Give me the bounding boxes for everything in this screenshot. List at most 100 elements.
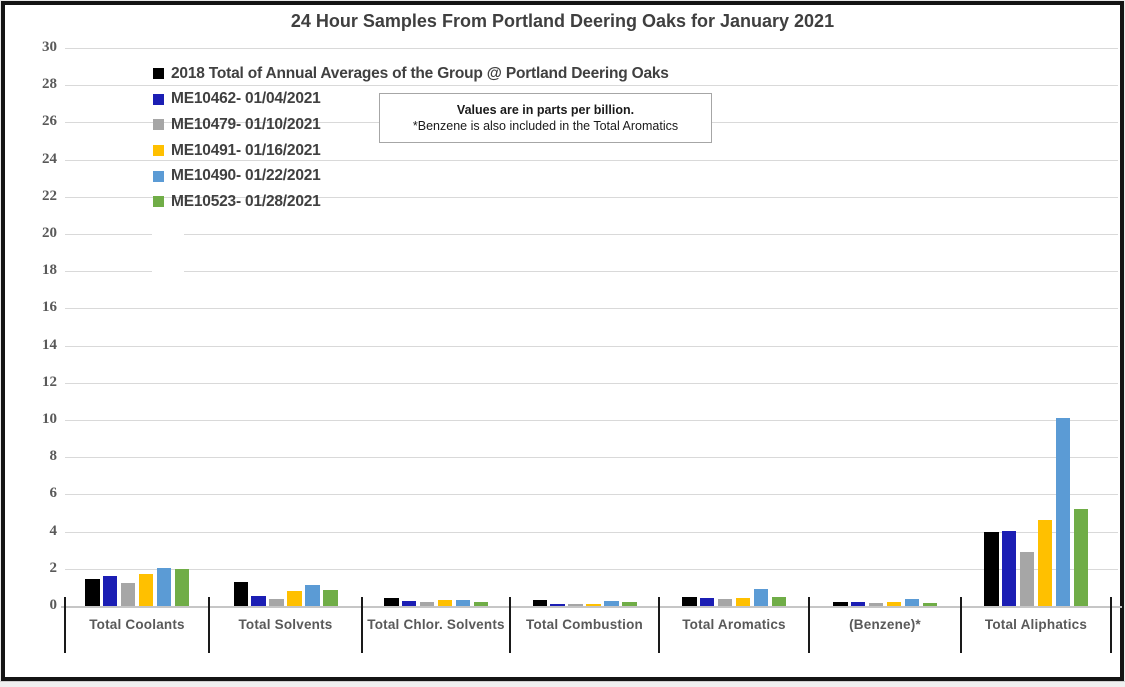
legend-swatch	[153, 145, 164, 157]
bar	[156, 567, 172, 606]
category-label: (Benzene)*	[849, 617, 921, 632]
x-axis-tick	[960, 597, 962, 653]
bar	[550, 604, 565, 606]
y-axis-tick-label: 24	[42, 150, 57, 167]
bar	[886, 602, 902, 606]
legend-swatch	[153, 93, 164, 105]
y-gridline	[65, 345, 1118, 347]
bar	[401, 601, 417, 606]
legend-label: 2018 Total of Annual Averages of the Gro…	[171, 64, 669, 82]
bar	[384, 597, 399, 606]
bar	[323, 590, 338, 606]
bar	[735, 597, 751, 606]
y-gridline	[65, 531, 1118, 533]
y-axis-tick-label: 6	[49, 485, 58, 502]
y-gridline	[65, 234, 1118, 235]
legend-label: ME10479- 01/10/2021	[171, 115, 321, 133]
bar	[1001, 530, 1017, 606]
x-axis-tick	[361, 597, 363, 653]
note-units-text: Values are in parts per billion.	[456, 103, 635, 117]
bar	[251, 595, 266, 606]
bar	[1055, 418, 1071, 606]
legend-swatch	[153, 196, 164, 208]
bar	[85, 579, 100, 606]
y-gridline	[65, 159, 1118, 161]
bar	[717, 599, 733, 606]
category-label: Total Solvents	[238, 617, 333, 632]
bar	[532, 600, 547, 606]
y-axis-tick-label: 14	[42, 336, 57, 353]
bar	[473, 601, 488, 606]
x-axis-tick	[808, 597, 810, 653]
legend-swatch	[153, 119, 164, 131]
bar	[1073, 509, 1088, 606]
legend-item: ME10523- 01/28/2021	[153, 189, 669, 215]
x-axis-tick	[1110, 597, 1112, 653]
bar	[305, 584, 320, 606]
bar	[437, 600, 453, 606]
y-axis-tick-label: 2	[49, 559, 58, 576]
y-gridline	[65, 420, 1118, 421]
bar	[682, 596, 697, 606]
y-gridline	[65, 568, 1118, 570]
y-gridline	[65, 382, 1118, 384]
y-axis-tick-label: 16	[42, 299, 57, 316]
bar	[1019, 552, 1035, 606]
y-axis-tick-label: 28	[42, 76, 57, 93]
bar	[604, 601, 619, 606]
category-label: Total Coolants	[89, 617, 185, 632]
bar	[233, 581, 248, 606]
bar	[699, 597, 715, 606]
x-axis-line	[61, 606, 1122, 608]
chart-title: 24 Hour Samples From Portland Deering Oa…	[290, 11, 835, 31]
note-benzene-text: *Benzene is also included in the Total A…	[412, 119, 679, 133]
bar	[922, 602, 937, 606]
y-axis-tick-label: 10	[42, 411, 57, 427]
legend-label: ME10490- 01/22/2021	[171, 167, 321, 185]
legend: 2018 Total of Annual Averages of the Gro…	[153, 61, 669, 215]
y-axis-tick-label: 22	[42, 187, 57, 204]
bottom-strip	[0, 681, 1125, 687]
bar	[455, 600, 471, 606]
y-gridline	[65, 308, 1118, 310]
bar	[850, 602, 866, 606]
legend-label: ME10523- 01/28/2021	[171, 192, 321, 210]
x-axis-tick	[509, 597, 511, 653]
bar	[833, 602, 848, 606]
bar	[120, 582, 136, 606]
category-label: Total Combustion	[526, 617, 643, 632]
bar	[287, 591, 302, 606]
plot-area: 0 2 4 6 8 10 12 14 16 18 20 22 24 26 28 30 Total Coolant…	[5, 5, 1122, 669]
category-label: Total Chlor. Solvents	[367, 617, 505, 632]
bar	[868, 603, 884, 606]
legend-item: 2018 Total of Annual Averages of the Gro…	[153, 61, 669, 87]
legend-label: ME10462- 01/04/2021	[171, 90, 321, 108]
bar	[586, 604, 601, 606]
category-label: Total Aromatics	[682, 617, 786, 632]
bar	[1037, 520, 1053, 606]
legend-label: ME10491- 01/16/2021	[171, 141, 321, 159]
legend-item: ME10491- 01/16/2021	[153, 138, 669, 164]
blank-label-box	[152, 227, 184, 279]
y-axis-tick-label: 18	[42, 262, 57, 279]
bar	[753, 589, 769, 606]
bar	[622, 602, 637, 606]
y-axis-tick-label: 20	[42, 225, 57, 241]
category-label: Total Aliphatics	[984, 617, 1088, 632]
bar	[984, 531, 999, 606]
y-gridline	[65, 457, 1118, 459]
bar	[102, 576, 118, 606]
y-axis-tick-label: 4	[49, 522, 58, 539]
bar	[269, 598, 284, 606]
y-axis-tick-label: 0	[49, 597, 58, 613]
bar	[419, 602, 435, 606]
bar	[771, 596, 786, 606]
x-axis-tick	[64, 597, 66, 653]
legend-item: ME10462- 01/04/2021	[153, 87, 669, 113]
y-gridline	[65, 271, 1118, 273]
y-axis-tick-label: 26	[42, 113, 57, 130]
bar	[904, 598, 920, 606]
legend-swatch	[153, 68, 164, 80]
